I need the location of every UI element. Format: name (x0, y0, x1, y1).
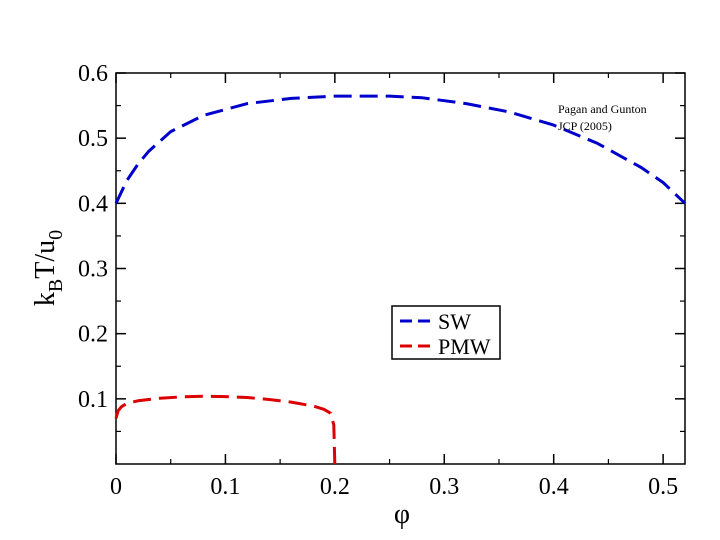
legend-box (391, 305, 501, 360)
legend: SW PMW (391, 305, 501, 360)
x-tick-label: 0.3 (429, 474, 459, 500)
legend-label-sw: SW (438, 309, 471, 334)
x-tick-label: 0.2 (320, 474, 350, 500)
legend-label-pmw: PMW (438, 334, 491, 359)
y-tick-label: 0.6 (78, 61, 108, 87)
x-axis-title: φ (394, 499, 410, 530)
y-tick-label: 0.3 (78, 257, 108, 283)
y-tick-label: 0.2 (78, 322, 108, 348)
x-tick-label: 0.1 (210, 474, 240, 500)
annotation: Pagan and Gunton JCP (2005) (558, 102, 647, 133)
annotation-line-2: JCP (2005) (558, 119, 612, 133)
y-axis-title: kBT/u0 (30, 230, 67, 306)
annotation-line-1: Pagan and Gunton (558, 102, 647, 116)
y-tick-label: 0.5 (78, 126, 108, 152)
series-line-pmw (114, 394, 337, 465)
x-tick-label: 0.5 (648, 474, 678, 500)
x-tick-label: 0.4 (539, 474, 569, 500)
y-tick-label: 0.1 (78, 387, 108, 413)
series-line-sw (114, 94, 687, 205)
y-tick-label: 0.4 (78, 191, 108, 217)
x-tick-label: 0 (110, 474, 122, 500)
axis-ticks: 0 0.1 0.2 0.3 0.4 0.5 0.1 0.2 0.3 0.4 0.5 0.6 (78, 61, 685, 500)
series-layer (114, 94, 687, 465)
